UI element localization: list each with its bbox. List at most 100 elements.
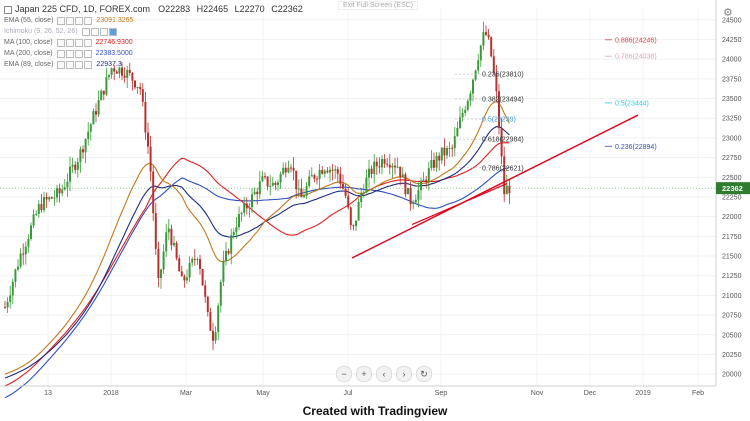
eye-icon[interactable] bbox=[57, 16, 66, 25]
eye-icon[interactable] bbox=[81, 27, 90, 36]
candle-body bbox=[256, 191, 259, 195]
symbol-icon[interactable] bbox=[4, 5, 12, 14]
candle-body bbox=[318, 169, 321, 180]
close-icon[interactable] bbox=[75, 16, 84, 25]
more-icon[interactable] bbox=[84, 16, 93, 25]
chevron-right-icon[interactable]: › bbox=[396, 366, 412, 382]
candle-body bbox=[6, 301, 9, 308]
plus-icon[interactable]: + bbox=[356, 366, 372, 382]
candle-body bbox=[170, 228, 173, 246]
candlestick-series bbox=[4, 21, 511, 351]
candle-body bbox=[443, 147, 446, 156]
candle-body bbox=[326, 170, 329, 173]
candle-body bbox=[370, 168, 373, 175]
indicator-value: 22746.9300 bbox=[95, 39, 133, 46]
eye-icon[interactable] bbox=[56, 38, 65, 47]
candle-body bbox=[266, 176, 269, 187]
legend-ema55[interactable]: EMA (55, close) 23091.3265 bbox=[4, 15, 307, 26]
time-axis: 13 2018 Mar May Jul Sep Nov Dec 2019 Feb bbox=[0, 385, 716, 397]
close-icon[interactable] bbox=[99, 27, 108, 36]
time-tick-label: Mar bbox=[180, 390, 193, 397]
chevron-left-icon[interactable]: ‹ bbox=[376, 366, 392, 382]
candle-body bbox=[66, 181, 69, 188]
legend-ma200[interactable]: MA (200, close) 22383.5000 bbox=[4, 48, 307, 59]
candle-body bbox=[14, 269, 17, 282]
candle-body bbox=[149, 146, 152, 172]
candle-body bbox=[310, 175, 313, 177]
candle-body bbox=[131, 72, 134, 81]
candle-body bbox=[121, 67, 123, 76]
gear-icon[interactable] bbox=[65, 49, 74, 58]
gear-icon[interactable] bbox=[66, 60, 75, 69]
candle-body bbox=[297, 188, 300, 190]
candle-body bbox=[271, 182, 274, 186]
candle-body bbox=[407, 187, 409, 195]
candle-body bbox=[71, 164, 74, 167]
candle-body bbox=[287, 167, 290, 173]
gear-icon[interactable] bbox=[65, 38, 74, 47]
legend-ichimoku[interactable]: Ichimoku (9, 26, 52, 26) bbox=[4, 26, 307, 37]
candle-body bbox=[180, 271, 183, 277]
candle-body bbox=[9, 295, 12, 302]
candle-body bbox=[160, 269, 162, 279]
candle-body bbox=[469, 93, 472, 101]
candle-body bbox=[222, 261, 225, 282]
legend-ma100[interactable]: MA (100, close) 22746.9300 bbox=[4, 37, 307, 48]
legend-ema89[interactable]: EMA (89, close) 22937.3 bbox=[4, 59, 307, 70]
close-icon[interactable] bbox=[74, 38, 83, 47]
candle-body bbox=[95, 111, 97, 115]
more-icon[interactable] bbox=[108, 27, 117, 36]
candle-body bbox=[466, 100, 469, 110]
price-tick-label: 22250 bbox=[722, 194, 742, 201]
candle-body bbox=[277, 182, 279, 185]
candle-body bbox=[290, 167, 292, 169]
candle-body bbox=[396, 166, 399, 168]
close-icon[interactable] bbox=[75, 60, 84, 69]
price-tick-label: 20500 bbox=[722, 332, 742, 339]
candle-body bbox=[253, 191, 256, 195]
indicator-name: EMA (89, close) bbox=[4, 61, 54, 68]
candle-body bbox=[53, 197, 56, 199]
candle-body bbox=[157, 248, 160, 279]
candle-body bbox=[97, 100, 100, 115]
candle-body bbox=[368, 168, 370, 178]
extension-level-label: 0.886(24246) bbox=[615, 37, 657, 44]
gear-icon[interactable]: ⚙ bbox=[723, 7, 733, 19]
eye-icon[interactable] bbox=[56, 49, 65, 58]
candle-body bbox=[362, 192, 365, 194]
gear-icon[interactable] bbox=[90, 27, 99, 36]
exit-fullscreen-button[interactable]: Exit Full Screen (ESC) bbox=[338, 1, 419, 10]
candle-body bbox=[154, 213, 157, 249]
reset-icon[interactable]: ↻ bbox=[416, 366, 432, 382]
candle-body bbox=[500, 128, 503, 157]
symbol-title[interactable]: Japan 225 CFD, 1D, FOREX.com bbox=[15, 4, 151, 14]
more-icon[interactable] bbox=[84, 60, 93, 69]
ohlc-close: C22362 bbox=[271, 4, 303, 14]
candle-body bbox=[409, 187, 412, 205]
candle-body bbox=[508, 185, 511, 194]
ohlc-low: L22270 bbox=[234, 4, 265, 14]
close-icon[interactable] bbox=[74, 49, 83, 58]
eye-icon[interactable] bbox=[57, 60, 66, 69]
candle-body bbox=[336, 169, 339, 174]
candle-body bbox=[391, 165, 394, 168]
time-tick-label: Dec bbox=[584, 390, 597, 397]
more-icon[interactable] bbox=[83, 38, 92, 47]
ema55-line bbox=[4, 100, 510, 375]
price-tick-label: 21250 bbox=[722, 273, 742, 280]
time-tick-label: Sep bbox=[435, 390, 448, 397]
candle-body bbox=[22, 253, 25, 255]
candle-body bbox=[352, 225, 355, 227]
candle-body bbox=[4, 307, 6, 309]
candle-body bbox=[27, 238, 30, 247]
gear-icon[interactable] bbox=[66, 16, 75, 25]
price-tick-label: 20000 bbox=[722, 372, 742, 379]
minus-icon[interactable]: − bbox=[336, 366, 352, 382]
candle-body bbox=[100, 90, 103, 101]
candle-body bbox=[56, 188, 58, 198]
candle-body bbox=[388, 164, 391, 168]
candle-body bbox=[113, 68, 116, 72]
more-icon[interactable] bbox=[83, 49, 92, 58]
candle-body bbox=[178, 258, 181, 272]
